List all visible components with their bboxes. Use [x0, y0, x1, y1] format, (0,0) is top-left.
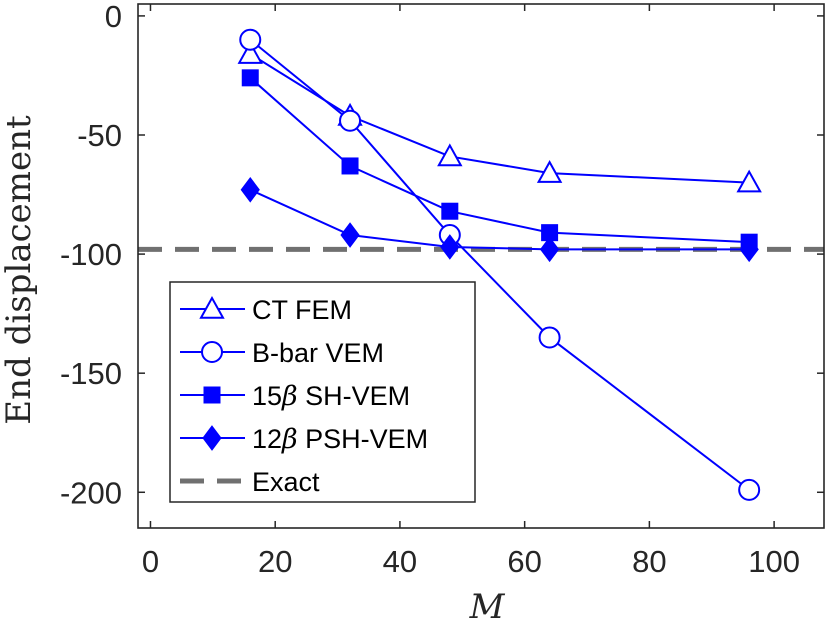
- y-tick-label: -200: [60, 475, 122, 510]
- legend-label: CT FEM: [252, 295, 352, 325]
- y-tick-label: -150: [60, 356, 122, 391]
- legend-marker: [201, 341, 223, 363]
- ticks: 0 20 40 60 80 100 0 -50 -100 -150 -200: [60, 0, 824, 579]
- data-point: [340, 222, 360, 248]
- data-point: [538, 326, 561, 349]
- data-point: [739, 236, 759, 263]
- legend-marker: [199, 295, 225, 319]
- data-point: [536, 160, 563, 183]
- x-tick-label: 80: [632, 544, 666, 579]
- series-line: [249, 53, 750, 184]
- data-point: [339, 109, 362, 132]
- data-point: [440, 234, 460, 260]
- x-tick-label: 20: [258, 544, 292, 579]
- y-tick-label: 0: [105, 0, 122, 34]
- legend-item: CT FEM: [180, 295, 352, 325]
- legend-item: 15β SH-VEM: [180, 381, 410, 412]
- data-point: [736, 169, 762, 193]
- series-line: [249, 188, 750, 251]
- x-tick-label: 40: [383, 544, 417, 579]
- plot-box: [137, 3, 825, 529]
- data-point: [240, 176, 260, 203]
- data-point: [539, 236, 560, 263]
- data-point: [738, 478, 761, 501]
- series-line: [249, 77, 750, 244]
- data-point: [441, 202, 459, 220]
- legend-label: 15β SH-VEM: [252, 381, 410, 412]
- x-tick-label: 100: [748, 544, 800, 579]
- y-tick-label: -50: [77, 118, 122, 153]
- y-axis-label: End displacement: [0, 115, 39, 425]
- x-axis-label: M: [469, 587, 506, 627]
- legend-item: Exact: [180, 467, 320, 497]
- data-point: [241, 69, 259, 87]
- legend-item: 12β PSH-VEM: [180, 424, 428, 455]
- x-tick-label: 0: [142, 544, 159, 579]
- legend: CT FEM B-bar VEM 15β SH-VEM 12β PSH-VEM Exac…: [169, 281, 476, 503]
- data-point: [341, 157, 359, 175]
- legend-marker: [203, 386, 221, 404]
- legend-label: B-bar VEM: [252, 338, 384, 368]
- data-point: [239, 28, 262, 51]
- legend-label: 12β PSH-VEM: [252, 424, 428, 455]
- legend-item: B-bar VEM: [180, 338, 384, 368]
- data-point: [437, 143, 463, 167]
- series-3: [240, 176, 759, 263]
- legend-marker: [202, 425, 222, 451]
- series-layer: [237, 28, 762, 501]
- y-tick-label: -100: [60, 237, 122, 272]
- series-0: [237, 40, 762, 193]
- legend-label: Exact: [252, 467, 320, 497]
- x-tick-label: 60: [507, 544, 541, 579]
- data-point: [237, 40, 263, 64]
